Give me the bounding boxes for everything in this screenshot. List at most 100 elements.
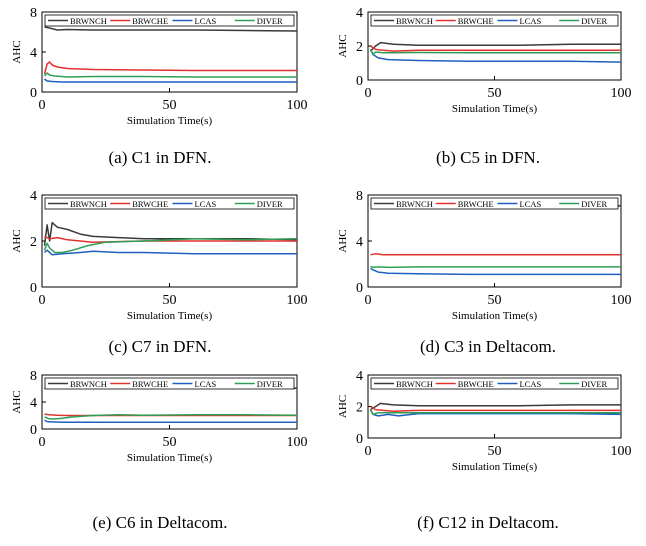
chart-panel-6: 0 2 4 0 50 100 Simulation Time(s) AHC BRWNCH BRWC… xyxy=(337,369,632,532)
y-tick-label: 4 xyxy=(356,235,363,250)
chart-panel-3: 0 2 4 0 50 100 Simulation Time(s) AHC BRWNCH BRWC… xyxy=(11,189,308,356)
x-tick-label: 0 xyxy=(39,435,46,450)
y-tick-label: 4 xyxy=(356,6,363,21)
x-tick-label: 50 xyxy=(163,435,177,450)
legend-box xyxy=(370,14,619,27)
y-tick-label: 0 xyxy=(30,281,37,296)
x-tick-label: 0 xyxy=(365,293,372,308)
series-line-diver xyxy=(43,72,297,78)
y-tick-label: 8 xyxy=(30,369,37,384)
x-tick-label: 0 xyxy=(365,444,372,459)
series-line-brwche xyxy=(43,61,297,75)
legend-label-brwnch: BRWNCH xyxy=(396,16,433,26)
series-line-brwnch xyxy=(44,26,298,32)
x-tick-label: 100 xyxy=(287,98,308,113)
series-line-diver xyxy=(44,414,298,420)
panel-caption: (d) C3 in Deltacom. xyxy=(420,337,556,356)
y-axis-label: AHC xyxy=(11,40,23,63)
x-tick-label: 100 xyxy=(611,293,632,308)
legend-label-brwche: BRWCHE xyxy=(458,199,494,209)
y-axis-label: AHC xyxy=(337,34,349,57)
y-tick-label: 4 xyxy=(30,189,37,204)
series-line-diver xyxy=(369,49,621,56)
x-tick-label: 50 xyxy=(488,86,502,101)
y-tick-label: 2 xyxy=(356,40,363,55)
legend-label-brwnch: BRWNCH xyxy=(70,379,107,389)
legend-label-diver: DIVER xyxy=(257,199,283,209)
y-axis-label: AHC xyxy=(11,390,23,413)
legend-label-brwche: BRWCHE xyxy=(458,379,494,389)
x-tick-label: 50 xyxy=(488,293,502,308)
y-tick-label: 2 xyxy=(356,401,363,416)
x-axis-label: Simulation Time(s) xyxy=(127,452,213,464)
x-axis-label: Simulation Time(s) xyxy=(452,461,538,473)
legend-label-lcas: LCAS xyxy=(195,199,217,209)
legend-label-lcas: LCAS xyxy=(520,199,542,209)
series-line-lcas xyxy=(370,267,621,276)
y-tick-label: 0 xyxy=(356,432,363,447)
legend-label-diver: DIVER xyxy=(581,379,607,389)
legend-label-diver: DIVER xyxy=(257,16,283,26)
x-tick-label: 100 xyxy=(287,293,308,308)
x-axis-label: Simulation Time(s) xyxy=(452,310,538,322)
series-line-brwnch xyxy=(369,41,621,52)
x-tick-label: 0 xyxy=(39,293,46,308)
y-tick-label: 8 xyxy=(356,189,363,204)
legend-label-brwnch: BRWNCH xyxy=(396,379,433,389)
chart-panel-5: 0 4 8 0 50 100 Simulation Time(s) AHC BRWNCH BRWC… xyxy=(11,369,308,532)
y-tick-label: 4 xyxy=(356,369,363,384)
legend-box xyxy=(370,377,619,390)
legend-label-brwche: BRWCHE xyxy=(132,199,168,209)
x-tick-label: 0 xyxy=(365,86,372,101)
x-tick-label: 50 xyxy=(163,98,177,113)
legend-label-lcas: LCAS xyxy=(520,379,542,389)
y-tick-label: 0 xyxy=(356,74,363,89)
series-line-diver xyxy=(369,409,621,416)
legend-label-brwnch: BRWNCH xyxy=(396,199,433,209)
series-line-lcas xyxy=(44,78,297,83)
legend-label-diver: DIVER xyxy=(257,379,283,389)
y-tick-label: 0 xyxy=(356,281,363,296)
legend-label-lcas: LCAS xyxy=(520,16,542,26)
series-line-diver xyxy=(43,237,298,254)
legend-label-brwche: BRWCHE xyxy=(132,16,168,26)
series-line-brwche xyxy=(370,45,621,52)
legend-label-brwche: BRWCHE xyxy=(132,379,168,389)
panel-caption: (e) C6 in Deltacom. xyxy=(92,513,227,532)
chart-panel-2: 0 2 4 0 50 100 Simulation Time(s) AHC BRWNCH BRWC… xyxy=(337,6,632,167)
series-line-brwnch xyxy=(43,221,298,246)
panel-caption: (b) C5 in DFN. xyxy=(436,148,540,167)
x-tick-label: 100 xyxy=(611,444,632,459)
panel-caption: (f) C12 in Deltacom. xyxy=(417,513,559,532)
x-axis-label: Simulation Time(s) xyxy=(127,310,213,322)
series-line-brwche xyxy=(370,252,621,256)
y-tick-label: 0 xyxy=(30,86,37,101)
x-tick-label: 50 xyxy=(488,444,502,459)
y-axis-label: AHC xyxy=(337,229,349,252)
legend-box xyxy=(44,377,295,390)
legend-label-lcas: LCAS xyxy=(195,16,217,26)
y-axis-label: AHC xyxy=(11,229,23,252)
y-tick-label: 8 xyxy=(30,6,37,21)
chart-panel-1: 0 4 8 0 50 100 Simulation Time(s) AHC BRWNCH BRWC… xyxy=(11,6,308,167)
series-line-brwche xyxy=(44,235,297,243)
legend-box xyxy=(44,197,295,210)
legend-box xyxy=(370,197,619,210)
series-line-lcas xyxy=(369,49,622,63)
y-axis-label: AHC xyxy=(337,395,349,418)
panel-caption: (c) C7 in DFN. xyxy=(109,337,212,356)
y-tick-label: 4 xyxy=(30,396,37,411)
x-tick-label: 100 xyxy=(287,435,308,450)
y-tick-label: 2 xyxy=(30,235,37,250)
legend-label-lcas: LCAS xyxy=(195,379,217,389)
series-line-lcas xyxy=(44,419,297,424)
x-axis-label: Simulation Time(s) xyxy=(127,115,213,127)
x-axis-label: Simulation Time(s) xyxy=(452,103,538,115)
series-line-lcas xyxy=(44,249,297,256)
series-line-diver xyxy=(370,265,621,269)
legend-label-diver: DIVER xyxy=(581,16,607,26)
x-tick-label: 50 xyxy=(163,293,177,308)
chart-panel-4: 0 4 8 0 50 100 Simulation Time(s) AHC BRWNCH BRWC… xyxy=(337,189,632,356)
panel-caption: (a) C1 in DFN. xyxy=(109,148,212,167)
